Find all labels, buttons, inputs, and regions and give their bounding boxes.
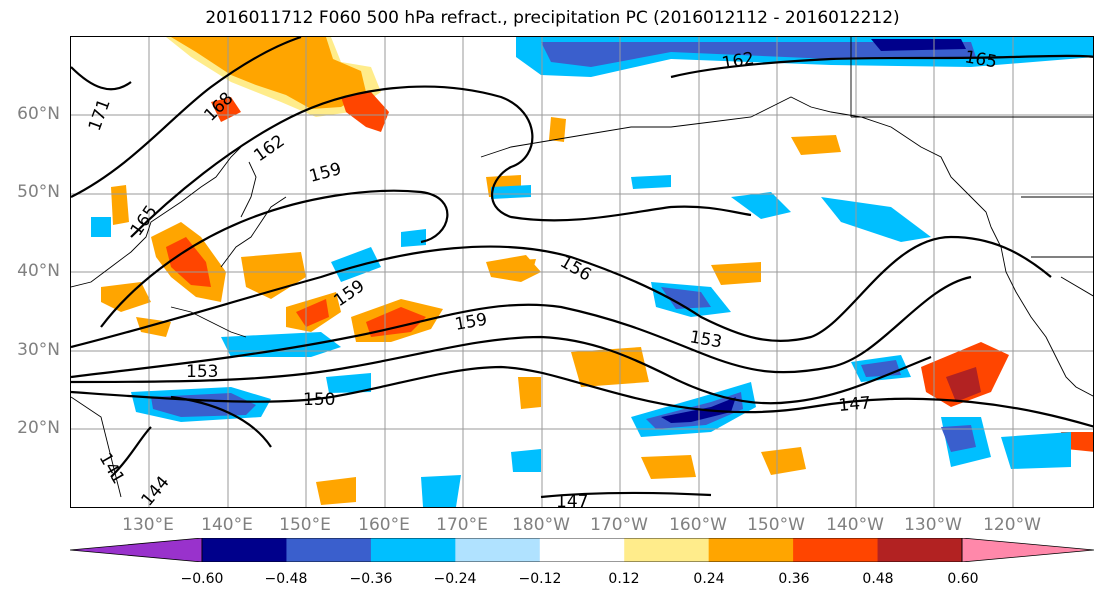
contour-label-141: 141 xyxy=(95,450,129,488)
map-svg: 171 168 165 162 159 159 159 156 153 153 … xyxy=(71,37,1093,508)
lat-label-40: 40°N xyxy=(17,261,60,281)
colorbar-segment xyxy=(539,538,625,562)
colorbar-frame xyxy=(201,538,963,562)
contours xyxy=(71,37,1093,499)
colorbar-segments xyxy=(70,538,1094,562)
contour-label-153-a: 153 xyxy=(688,327,723,352)
contour-label-168: 168 xyxy=(200,88,237,125)
gridlines xyxy=(71,37,1093,507)
contour-label-150: 150 xyxy=(303,390,335,410)
cbar-tick-n048: −0.48 xyxy=(264,571,308,587)
colorbar-segment xyxy=(455,538,541,562)
contour-label-171: 171 xyxy=(85,96,115,133)
cbar-tick-n012: −0.12 xyxy=(518,571,562,587)
contour-label-162-top: 162 xyxy=(720,49,755,74)
cbar-tick-n060: −0.60 xyxy=(180,571,224,587)
cbar-tick-p048: 0.48 xyxy=(862,571,894,587)
colorbar-segment xyxy=(286,538,372,562)
contour-label-147-b: 147 xyxy=(556,492,588,508)
lon-label-170w: 170°W xyxy=(590,515,648,535)
lat-label-20: 20°N xyxy=(17,418,60,438)
contour-label-144: 144 xyxy=(138,472,174,508)
contour-label-147-a: 147 xyxy=(838,393,872,416)
colorbar-segment xyxy=(708,538,794,562)
lon-label-150w: 150°W xyxy=(747,515,805,535)
contour-label-159-a: 159 xyxy=(307,159,344,187)
contour-label-165-top: 165 xyxy=(963,47,998,72)
lon-label-180w: 180°W xyxy=(512,515,570,535)
contour-label-153-b: 153 xyxy=(186,362,218,382)
cbar-tick-p024: 0.24 xyxy=(693,571,725,587)
lon-label-120w: 120°W xyxy=(983,515,1041,535)
colorbar-extend-high xyxy=(961,538,1094,562)
map-title: 2016011712 F060 500 hPa refract., precip… xyxy=(205,8,900,28)
lon-label-150e: 150°E xyxy=(279,515,331,535)
lat-label-30: 30°N xyxy=(17,340,60,360)
cbar-tick-p012: 0.12 xyxy=(608,571,640,587)
colorbar-segment xyxy=(202,538,287,562)
cbar-tick-p036: 0.36 xyxy=(778,571,810,587)
lon-label-160w: 160°W xyxy=(669,515,727,535)
lon-label-170e: 170°E xyxy=(436,515,488,535)
lon-label-140w: 140°W xyxy=(826,515,884,535)
colorbar-segment xyxy=(370,538,456,562)
cbar-tick-n024: −0.24 xyxy=(433,571,477,587)
colorbar xyxy=(70,538,1094,562)
lon-label-130w: 130°W xyxy=(904,515,962,535)
lon-label-160e: 160°E xyxy=(358,515,410,535)
lat-label-50: 50°N xyxy=(17,182,60,202)
lat-label-60: 60°N xyxy=(17,104,60,124)
cbar-tick-p060: 0.60 xyxy=(947,571,979,587)
colorbar-segment xyxy=(793,538,879,562)
colorbar-segment xyxy=(877,538,963,562)
contour-label-159-c: 159 xyxy=(453,310,488,335)
contour-label-165: 165 xyxy=(127,202,162,240)
map-panel: 171 168 165 162 159 159 159 156 153 153 … xyxy=(70,36,1094,508)
cbar-tick-n036: −0.36 xyxy=(349,571,393,587)
lon-label-140e: 140°E xyxy=(201,515,253,535)
coastlines xyxy=(71,37,1093,498)
colorbar-segment xyxy=(624,538,710,562)
colorbar-extend-low xyxy=(70,538,203,562)
lon-label-130e: 130°E xyxy=(122,515,174,535)
contour-label-156: 156 xyxy=(557,252,595,286)
